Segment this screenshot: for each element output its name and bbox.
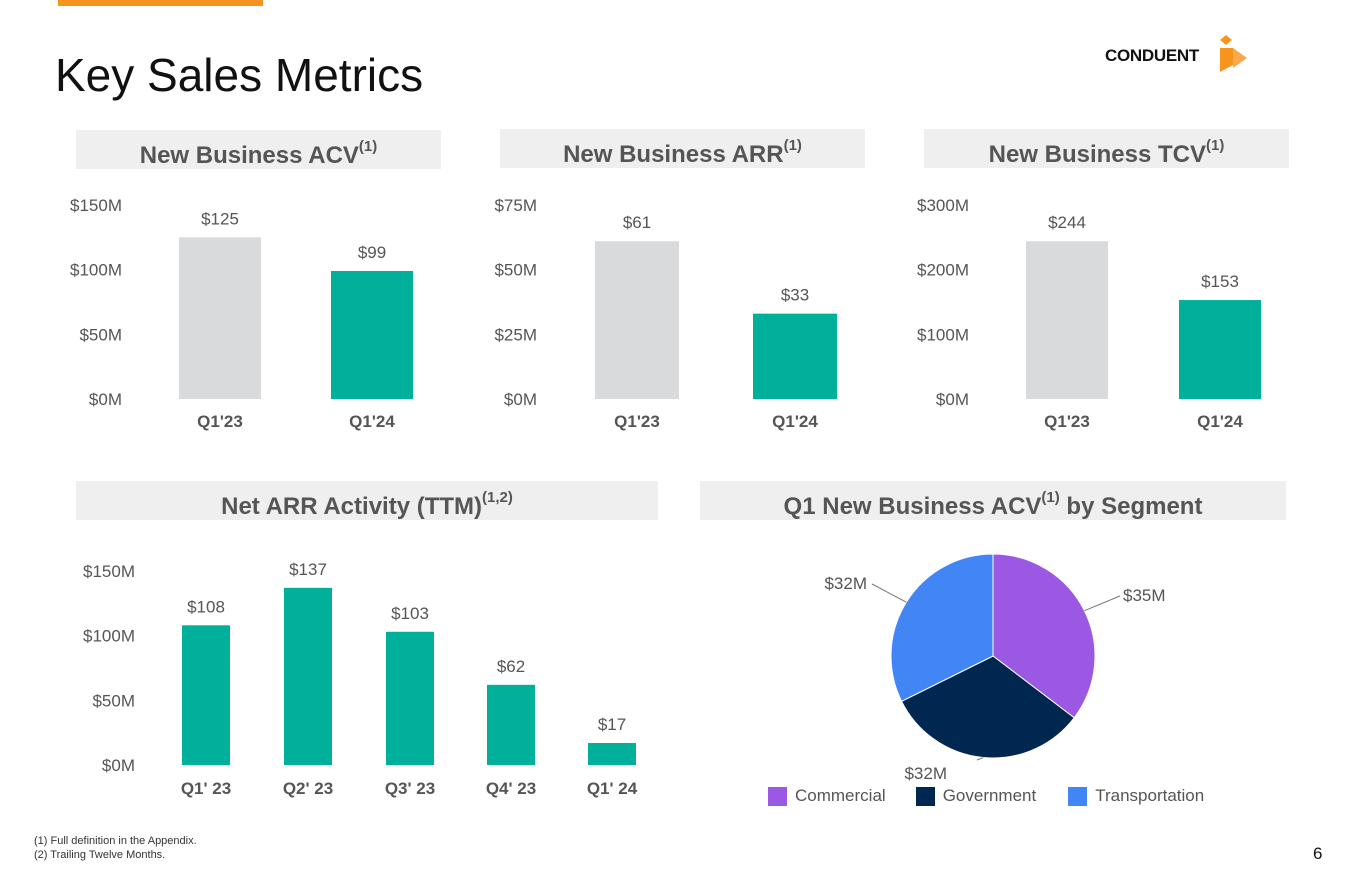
arr-data-label: $61 (623, 213, 651, 232)
page-number: 6 (1313, 844, 1323, 863)
pie-slice-transportation (890, 553, 994, 702)
net-data-label: $62 (497, 657, 525, 676)
net-bar (588, 743, 636, 765)
pie-leader-line (976, 757, 984, 761)
net-bar (487, 684, 535, 765)
net-title: Net ARR Activity (TTM) (221, 493, 483, 520)
acv-bar-chart: $0M $50M $100M $150M $125 Q1'23 $99 Q1'24 (70, 196, 413, 431)
tcv-ytick-label: $300M (917, 196, 969, 215)
net-ytick-label: $50M (92, 691, 135, 710)
acv-title-sup: (1) (358, 138, 378, 155)
conduent-logo: CONDUENT (1105, 34, 1255, 76)
net-data-label: $103 (391, 604, 429, 623)
arr-title-sup: (1) (783, 137, 802, 154)
pie-label-transportation: $32M (824, 574, 867, 593)
acv-title: New Business ACV (139, 142, 359, 169)
seg-title-sup: (1) (1041, 489, 1060, 506)
segment-pie-chart: $35M $32M $32M (824, 553, 1166, 783)
net-bar (284, 587, 332, 765)
legend-label-commercial: Commercial (795, 786, 886, 805)
tcv-title-sup: (1) (1206, 137, 1225, 154)
acv-data-label: $125 (201, 209, 239, 228)
net-category-label: Q3' 23 (385, 779, 435, 798)
tcv-category-label: Q1'23 (1044, 412, 1090, 431)
acv-ytick-label: $100M (70, 261, 122, 280)
pie-leader-line (871, 583, 907, 603)
pie-slice-commercial (992, 553, 1096, 719)
arr-bar-chart: $0M $25M $50M $75M $61 Q1'23 $33 Q1'24 (494, 196, 837, 431)
arr-category-label: Q1'23 (614, 412, 660, 431)
net-category-label: Q2' 23 (283, 779, 333, 798)
legend-swatch-commercial (768, 786, 787, 806)
net-data-label: $108 (187, 597, 225, 616)
net-ytick-label: $0M (102, 756, 135, 775)
acv-ytick-label: $150M (70, 196, 122, 215)
footnote-1: (1) Full definition in the Appendix. (34, 835, 197, 847)
tcv-ytick-label: $200M (917, 261, 969, 280)
acv-bar (179, 237, 261, 399)
net-data-label: $17 (598, 715, 626, 734)
arr-data-label: $33 (781, 286, 809, 305)
net-category-label: Q4' 23 (486, 779, 536, 798)
tcv-bar-chart: $0M $100M $200M $300M $244 Q1'23 $153 Q1'24 (917, 196, 1261, 431)
legend-label-government: Government (942, 786, 1037, 805)
legend-item-government: Government (915, 786, 1037, 806)
accent-bar (58, 0, 263, 6)
net-arr-bar-chart: $0M $50M $100M $150M $108 Q1' 23 $137 Q2' 23 $10… (83, 560, 638, 798)
net-panel-header: Net ARR Activity (TTM)(1,2) (76, 481, 658, 520)
tcv-data-label: $244 (1048, 213, 1086, 232)
legend-label-transportation: Transportation (1095, 786, 1205, 805)
arr-category-label: Q1'24 (772, 412, 818, 431)
footnote-2: (2) Trailing Twelve Months. (34, 849, 166, 861)
tcv-panel-header: New Business TCV(1) (924, 129, 1289, 168)
pie-slice-government (900, 655, 1075, 759)
arr-ytick-label: $50M (494, 261, 537, 280)
acv-ytick-label: $0M (89, 390, 122, 409)
logo-text: CONDUENT (1105, 46, 1199, 65)
acv-ytick-label: $50M (79, 325, 122, 344)
acv-category-label: Q1'24 (349, 412, 395, 431)
tcv-data-label: $153 (1201, 272, 1239, 291)
conduent-logo-icon (1220, 35, 1247, 72)
arr-ytick-label: $25M (494, 325, 537, 344)
net-category-label: Q1' 23 (181, 779, 231, 798)
arr-title: New Business ARR (563, 141, 784, 168)
net-category-label: Q1' 24 (587, 779, 638, 798)
arr-ytick-label: $75M (494, 196, 537, 215)
acv-data-label: $99 (358, 243, 386, 262)
tcv-bar (1026, 241, 1108, 399)
page-title: Key Sales Metrics (55, 49, 424, 101)
legend-item-transportation: Transportation (1068, 786, 1204, 806)
tcv-bar (1179, 300, 1261, 399)
acv-category-label: Q1'23 (197, 412, 243, 431)
pie-legend: Commercial Government Transportation (768, 786, 1234, 806)
tcv-category-label: Q1'24 (1197, 412, 1243, 431)
seg-panel-header: Q1 New Business ACV(1) by Segment (700, 481, 1286, 520)
legend-swatch-government (915, 786, 935, 806)
arr-ytick-label: $0M (504, 390, 537, 409)
tcv-ytick-label: $100M (917, 325, 969, 344)
tcv-title: New Business TCV (988, 141, 1207, 168)
net-bar (182, 625, 230, 765)
acv-panel-header: New Business ACV(1) (76, 130, 441, 169)
seg-title-pre: Q1 New Business ACV (783, 493, 1042, 520)
pie-label-commercial: $35M (1123, 586, 1166, 605)
legend-swatch-transportation (1068, 786, 1088, 806)
net-data-label: $137 (289, 560, 327, 579)
pie-label-government: $32M (904, 764, 947, 783)
tcv-ytick-label: $0M (936, 390, 969, 409)
net-ytick-label: $150M (83, 562, 135, 581)
net-title-sup: (1,2) (482, 489, 513, 506)
acv-bar (331, 270, 413, 399)
legend-item-commercial: Commercial (768, 786, 886, 806)
pie-leader-line (1084, 595, 1121, 612)
arr-bar (753, 313, 837, 399)
net-bar (386, 631, 434, 765)
seg-title-post: by Segment (1059, 493, 1203, 520)
arr-bar (595, 241, 679, 399)
footnotes: (1) Full definition in the Appendix. (2)… (34, 834, 197, 862)
arr-panel-header: New Business ARR(1) (500, 129, 865, 168)
net-ytick-label: $100M (83, 627, 135, 646)
